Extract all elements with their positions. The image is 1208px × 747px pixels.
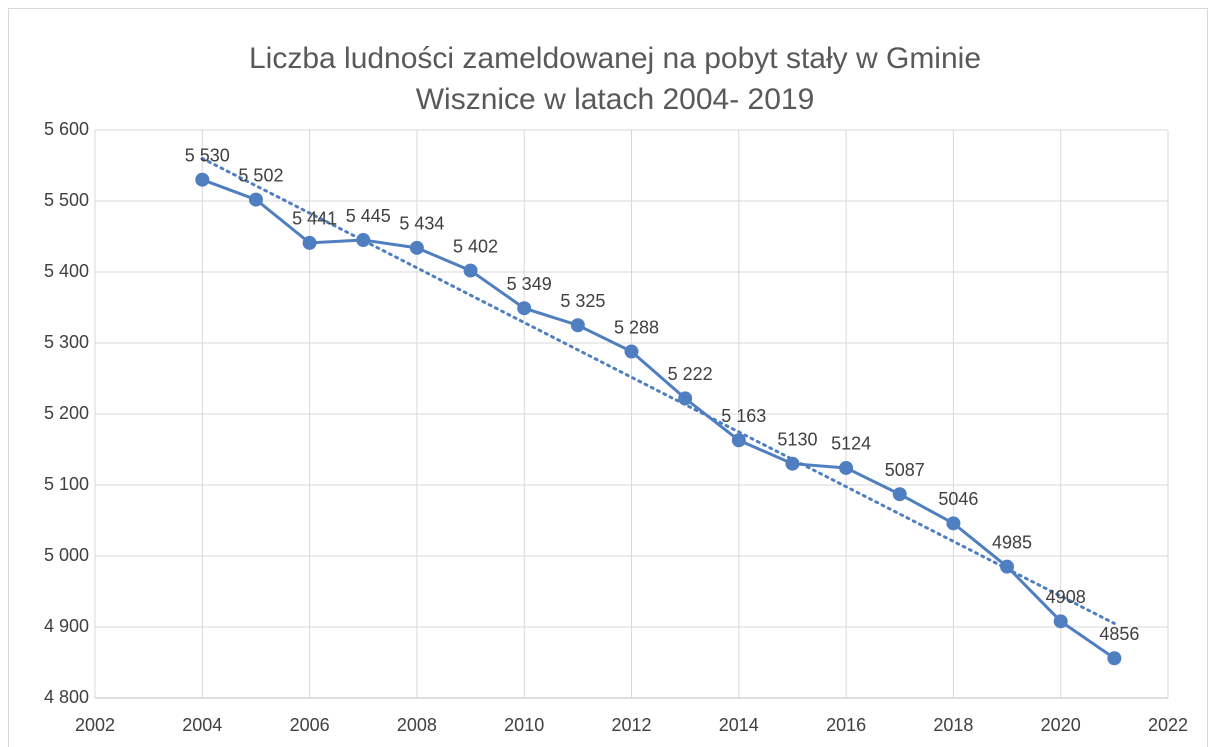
data-point bbox=[946, 516, 961, 531]
x-tick-label: 2014 bbox=[719, 715, 759, 735]
y-tick-label: 5 200 bbox=[44, 403, 89, 423]
y-tick-label: 5 000 bbox=[44, 545, 89, 565]
data-point bbox=[785, 456, 800, 471]
data-point bbox=[248, 192, 263, 207]
data-point bbox=[624, 344, 639, 359]
data-label: 5 222 bbox=[668, 364, 713, 384]
x-tick-label: 2022 bbox=[1148, 715, 1188, 735]
data-label: 5 325 bbox=[560, 291, 605, 311]
x-tick-label: 2010 bbox=[504, 715, 544, 735]
data-label: 5087 bbox=[885, 460, 925, 480]
data-label: 4908 bbox=[1046, 587, 1086, 607]
y-tick-label: 4 900 bbox=[44, 616, 89, 636]
data-point bbox=[409, 240, 424, 255]
x-tick-label: 2004 bbox=[182, 715, 222, 735]
data-point bbox=[570, 318, 585, 333]
chart-border bbox=[8, 8, 1208, 747]
chart-title: Wisznice w latach 2004- 2019 bbox=[416, 83, 815, 116]
data-label: 5 434 bbox=[399, 214, 444, 234]
x-tick-label: 2006 bbox=[290, 715, 330, 735]
data-point bbox=[302, 235, 317, 250]
x-tick-label: 2018 bbox=[933, 715, 973, 735]
data-label: 5 530 bbox=[185, 145, 230, 165]
y-tick-label: 4 800 bbox=[44, 687, 89, 707]
y-tick-label: 5 500 bbox=[44, 190, 89, 210]
x-tick-label: 2020 bbox=[1041, 715, 1081, 735]
data-point bbox=[1053, 614, 1068, 629]
chart-title: Liczba ludności zameldowanej na pobyt st… bbox=[249, 42, 981, 75]
data-label: 5 288 bbox=[614, 317, 659, 337]
data-label: 5124 bbox=[831, 434, 871, 454]
data-label: 5 402 bbox=[453, 236, 498, 256]
x-tick-label: 2008 bbox=[397, 715, 437, 735]
data-label: 5046 bbox=[938, 489, 978, 509]
data-point bbox=[463, 263, 478, 278]
y-tick-label: 5 300 bbox=[44, 332, 89, 352]
data-point bbox=[356, 233, 371, 248]
y-tick-label: 5 400 bbox=[44, 261, 89, 281]
data-point bbox=[892, 487, 907, 502]
data-point bbox=[731, 433, 746, 448]
x-tick-label: 2002 bbox=[75, 715, 115, 735]
data-point bbox=[517, 301, 532, 316]
series-line bbox=[201, 178, 1116, 660]
data-point bbox=[1000, 559, 1015, 574]
data-label: 5130 bbox=[777, 429, 817, 449]
data-point bbox=[839, 460, 854, 475]
x-tick-label: 2012 bbox=[611, 715, 651, 735]
data-label: 5 445 bbox=[346, 206, 391, 226]
x-tick-label: 2016 bbox=[826, 715, 866, 735]
data-point bbox=[1107, 651, 1122, 666]
y-tick-label: 5 600 bbox=[44, 119, 89, 139]
data-label: 4856 bbox=[1099, 624, 1139, 644]
data-label: 5 349 bbox=[507, 274, 552, 294]
data-point bbox=[195, 172, 210, 187]
data-label: 5 441 bbox=[292, 209, 337, 229]
data-label: 5 502 bbox=[238, 165, 283, 185]
data-label: 4985 bbox=[992, 532, 1032, 552]
y-tick-label: 5 100 bbox=[44, 474, 89, 494]
data-point bbox=[678, 391, 693, 406]
data-label: 5 163 bbox=[721, 406, 766, 426]
trendline bbox=[200, 156, 1116, 625]
